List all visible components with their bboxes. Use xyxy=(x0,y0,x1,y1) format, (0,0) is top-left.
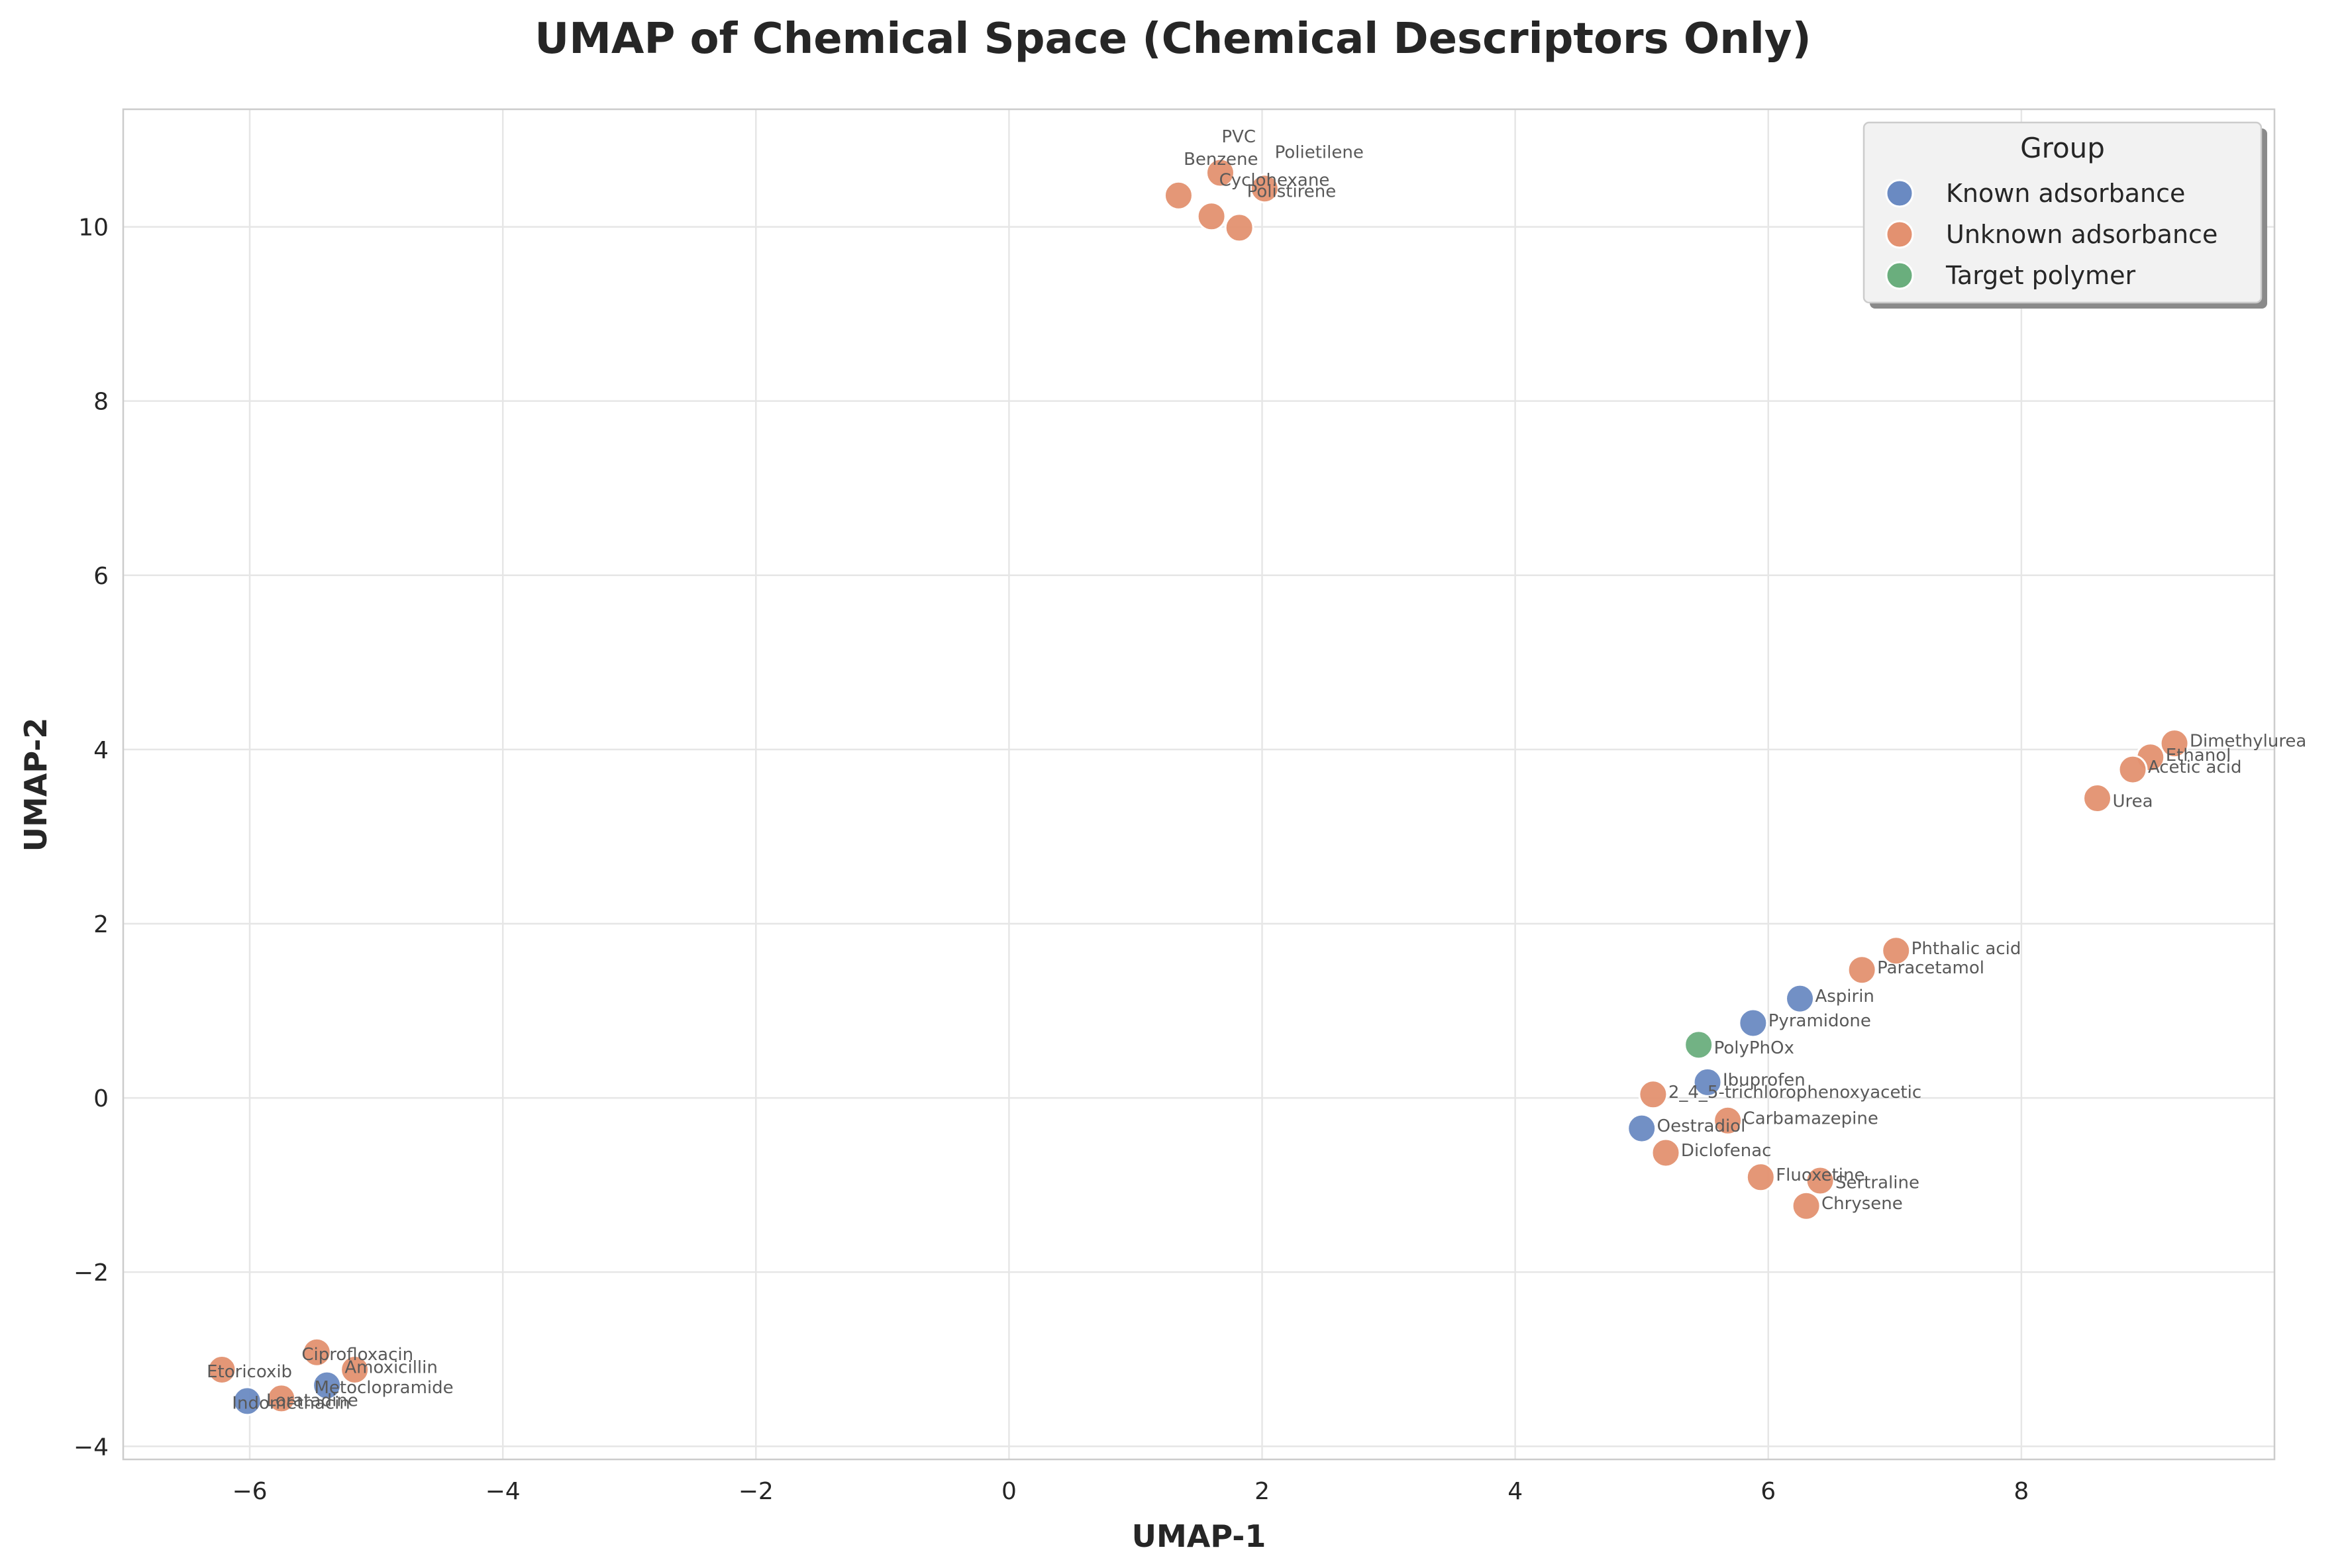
y-tick-label: 2 xyxy=(93,911,109,938)
data-point xyxy=(340,1355,370,1385)
chart-title: UMAP of Chemical Space (Chemical Descrip… xyxy=(535,15,1811,64)
data-point xyxy=(266,1383,297,1414)
legend: Group Known adsorbance Unknown adsorbance… xyxy=(1862,121,2267,309)
data-point xyxy=(1805,1165,1835,1196)
legend-entries: Known adsorbance Unknown adsorbance Target… xyxy=(1885,179,2218,290)
data-point xyxy=(312,1370,342,1400)
point-label: Pyramidone xyxy=(1768,1011,1871,1031)
data-point xyxy=(1163,180,1194,211)
x-tick-label: −6 xyxy=(232,1478,268,1505)
y-tick-label: 6 xyxy=(93,563,109,590)
data-point xyxy=(1249,173,1280,204)
point-label: Urea xyxy=(2112,791,2153,811)
x-tick-label: 4 xyxy=(1507,1478,1523,1505)
point-label: Polietilene xyxy=(1275,142,1364,162)
legend-marker xyxy=(1885,261,1914,290)
point-label: Ethanol xyxy=(2166,746,2231,765)
point-label: Ciprofloxacin xyxy=(301,1345,413,1365)
data-points xyxy=(207,158,2190,1416)
point-label: Diclofenac xyxy=(1681,1141,1772,1161)
x-tick-label: 2 xyxy=(1254,1478,1270,1505)
x-tick-label: 8 xyxy=(2014,1478,2029,1505)
x-tick-label: −2 xyxy=(739,1478,774,1505)
data-point xyxy=(1785,983,1815,1014)
data-point xyxy=(1881,936,1912,966)
point-label: Fluoxetine xyxy=(1776,1165,1864,1185)
point-label: Sertraline xyxy=(1835,1173,1919,1193)
data-point xyxy=(2117,754,2148,785)
point-labels: PVC Polietilene BenzeneCyclohexanePolistir… xyxy=(207,127,2306,1414)
point-label: Ibuprofen xyxy=(1723,1070,1806,1090)
data-point xyxy=(1791,1191,1821,1221)
data-point xyxy=(1713,1105,1743,1136)
point-label: Metoclopramide xyxy=(314,1378,453,1398)
legend-entry-label: Target polymer xyxy=(1945,261,2135,290)
data-point xyxy=(1638,1079,1668,1110)
point-label: Aspirin xyxy=(1815,987,1874,1006)
data-point xyxy=(301,1337,332,1367)
point-label: Polistirene xyxy=(1247,182,1337,202)
data-point xyxy=(1205,158,1235,188)
data-point xyxy=(1847,955,1877,985)
point-label: Paracetamol xyxy=(1877,958,1984,978)
axis-ticks: −6 −4 −2 0 2 4 6 8 −4 −2 0 2 4 6 8 10 xyxy=(74,215,2029,1505)
point-label: Etoricoxib xyxy=(207,1362,292,1382)
data-point xyxy=(1692,1067,1723,1097)
legend-entry-label: Unknown adsorbance xyxy=(1946,220,2218,249)
y-tick-label: 8 xyxy=(93,389,109,416)
legend-entry-label: Known adsorbance xyxy=(1946,179,2185,208)
legend-marker xyxy=(1885,220,1914,249)
grid-lines xyxy=(123,109,2274,1459)
legend-title: Group xyxy=(2020,132,2105,164)
y-axis-label: UMAP-2 xyxy=(18,718,54,852)
point-label: Indomethacin xyxy=(232,1393,350,1413)
point-label: Chrysene xyxy=(1821,1194,1903,1214)
point-label: Loratadine xyxy=(266,1391,358,1411)
point-label: PVC xyxy=(1221,127,1256,147)
x-axis-label: UMAP-1 xyxy=(1132,1518,1266,1554)
y-tick-label: −4 xyxy=(74,1434,109,1461)
point-label: 2_4_5-trichlorophenoxyacetic xyxy=(1668,1083,1921,1102)
point-label: PolyPhOx xyxy=(1714,1038,1794,1058)
point-label: Carbamazepine xyxy=(1743,1108,1878,1128)
x-tick-label: 0 xyxy=(1001,1478,1017,1505)
point-label: Amoxicillin xyxy=(344,1358,438,1378)
point-label: Phthalic acid xyxy=(1912,939,2021,959)
data-point xyxy=(1745,1162,1776,1193)
data-point xyxy=(1224,213,1254,243)
plot-frame xyxy=(122,108,2276,1461)
x-tick-label: 6 xyxy=(1760,1478,1776,1505)
point-label: Dimethylurea xyxy=(2190,732,2306,752)
data-point xyxy=(1627,1113,1657,1144)
point-label: Benzene xyxy=(1184,150,1258,170)
data-point xyxy=(1196,201,1227,232)
data-point xyxy=(1651,1138,1681,1168)
legend-box xyxy=(1862,121,2263,304)
y-tick-label: 10 xyxy=(78,215,109,242)
y-tick-label: 0 xyxy=(93,1085,109,1112)
point-label: Oestradiol xyxy=(1657,1116,1746,1136)
legend-marker xyxy=(1885,179,1914,208)
data-point xyxy=(207,1355,237,1385)
data-point xyxy=(2082,783,2113,814)
data-point xyxy=(232,1386,262,1416)
point-label: Acetic acid xyxy=(2148,758,2242,777)
data-point xyxy=(2159,728,2190,759)
data-point xyxy=(1684,1030,1714,1060)
point-label: Cyclohexane xyxy=(1219,171,1330,191)
y-tick-label: −2 xyxy=(74,1259,109,1287)
y-tick-label: 4 xyxy=(93,737,109,764)
x-tick-label: −4 xyxy=(485,1478,521,1505)
data-point xyxy=(1738,1008,1768,1038)
